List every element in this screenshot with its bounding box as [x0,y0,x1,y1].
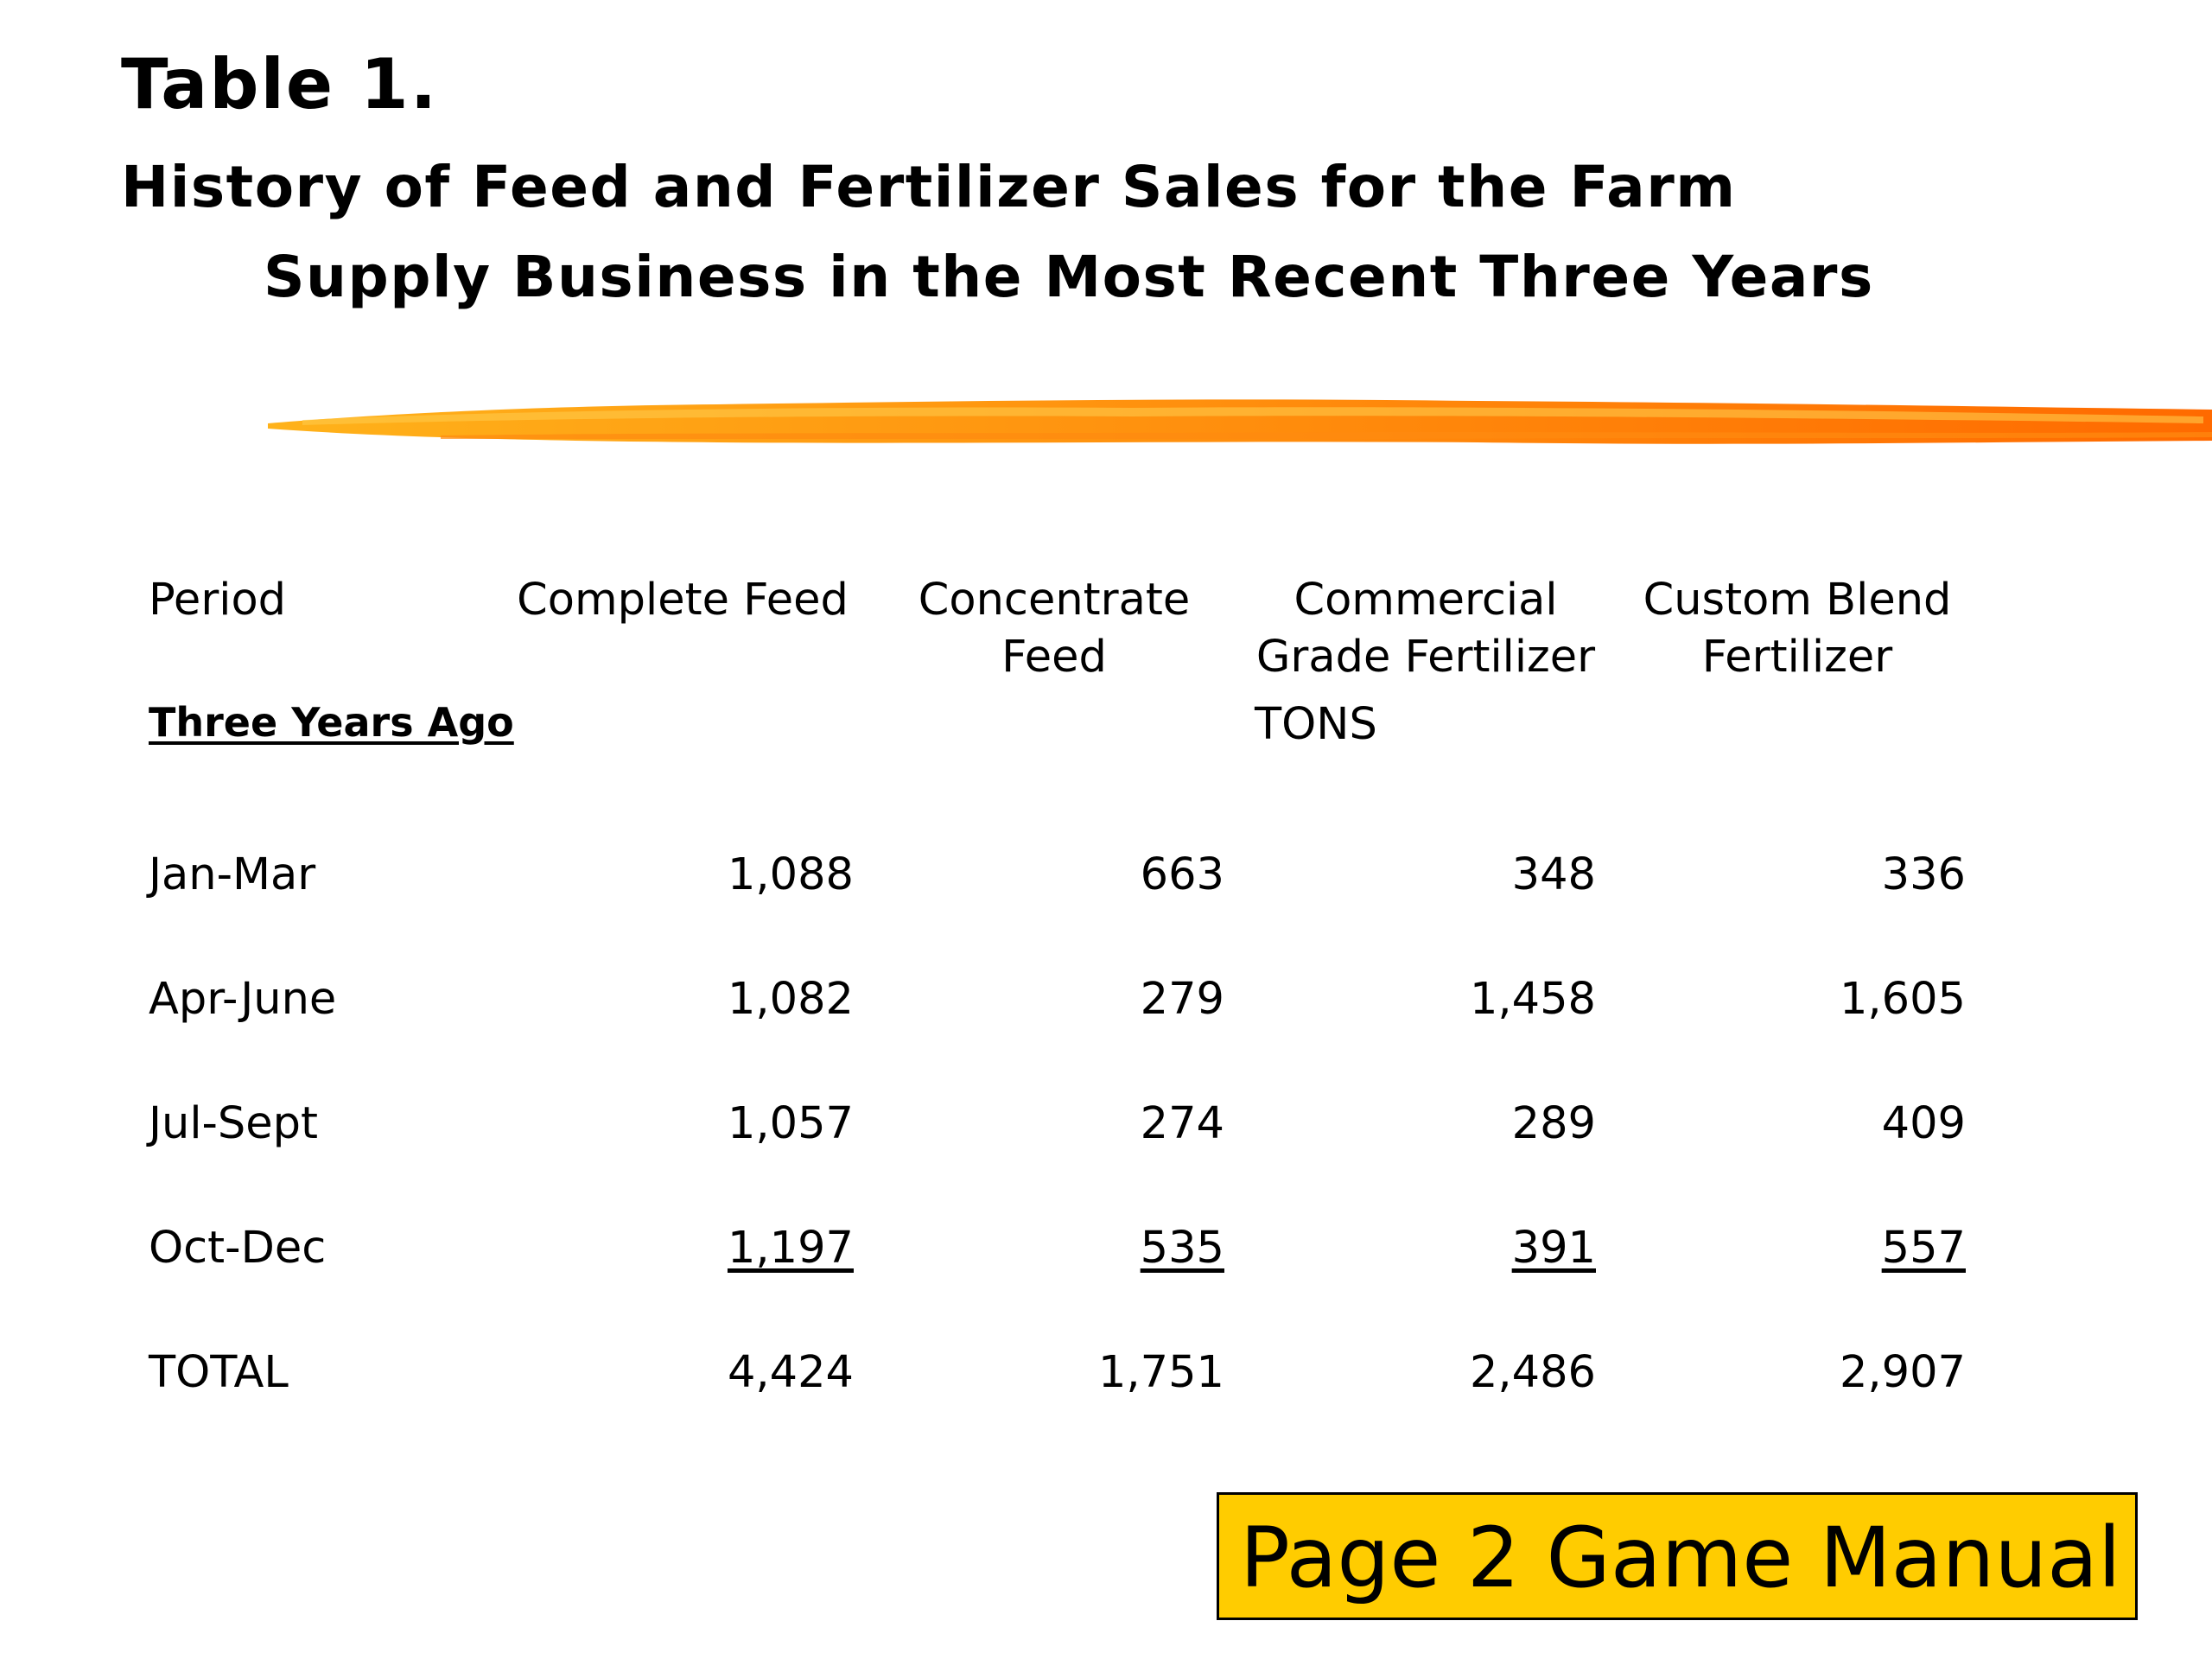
cell-custom-blend-fertilizer: 1,605 [1839,974,1966,1025]
total-complete-feed: 4,424 [727,1347,854,1398]
footer-page-reference-box: Page 2 Game Manual [1217,1492,2138,1620]
cell-concentrate-feed: 535 [1140,1223,1224,1274]
table-total-row: TOTAL 4,424 1,751 2,486 2,907 [0,1344,2212,1414]
table-row: Jul-Sept 1,057 274 289 409 [0,1096,2212,1165]
orange-brush-stroke-decoration [268,399,2212,444]
cell-custom-blend-fertilizer: 557 [1881,1223,1966,1274]
row-period: Jul-Sept [149,1098,319,1149]
cell-commercial-grade-fertilizer: 348 [1511,849,1596,900]
header-concentrate-feed-line-2: Feed [1001,632,1107,683]
total-commercial-grade-fertilizer: 2,486 [1469,1347,1596,1398]
row-period: Apr-June [149,974,337,1025]
cell-commercial-grade-fertilizer: 391 [1511,1223,1596,1274]
section-label-three-years-ago: Three Years Ago [149,699,514,746]
table-row: Oct-Dec 1,197 535 391 557 [0,1220,2212,1289]
cell-custom-blend-fertilizer: 409 [1881,1098,1966,1149]
table-row: Jan-Mar 1,088 663 348 336 [0,847,2212,916]
total-concentrate-feed: 1,751 [1097,1347,1224,1398]
header-commercial-grade-fertilizer: Commercial Grade Fertilizer [1244,572,1607,686]
total-label: TOTAL [149,1347,289,1398]
header-complete-feed: Complete Feed [517,575,849,626]
header-period: Period [149,575,287,626]
cell-complete-feed: 1,197 [727,1223,854,1274]
cell-commercial-grade-fertilizer: 1,458 [1469,974,1596,1025]
cell-complete-feed: 1,088 [727,849,854,900]
cell-custom-blend-fertilizer: 336 [1881,849,1966,900]
units-label: TONS [1255,699,1377,750]
header-commercial-grade-fertilizer-line-2: Grade Fertilizer [1255,632,1596,683]
row-period: Jan-Mar [149,849,316,900]
header-custom-blend-fertilizer-line-1: Custom Blend [1643,575,1952,626]
header-concentrate-feed-line-1: Concentrate [918,575,1191,626]
total-custom-blend-fertilizer: 2,907 [1839,1347,1966,1398]
cell-concentrate-feed: 274 [1140,1098,1224,1149]
cell-complete-feed: 1,082 [727,974,854,1025]
cell-complete-feed: 1,057 [727,1098,854,1149]
cell-concentrate-feed: 279 [1140,974,1224,1025]
table-row: Apr-June 1,082 279 1,458 1,605 [0,971,2212,1040]
footer-page-reference-label: Page 2 Game Manual [1240,1510,2121,1606]
table-number-title: Table 1. [121,44,439,124]
header-custom-blend-fertilizer-line-2: Fertilizer [1701,632,1893,683]
cell-commercial-grade-fertilizer: 289 [1511,1098,1596,1149]
table-title-line-2: Supply Business in the Most Recent Three… [264,244,1874,310]
header-commercial-grade-fertilizer-line-1: Commercial [1294,575,1558,626]
table-title-line-1: History of Feed and Fertilizer Sales for… [121,154,1737,220]
header-custom-blend-fertilizer: Custom Blend Fertilizer [1624,572,1970,686]
cell-concentrate-feed: 663 [1140,849,1224,900]
row-period: Oct-Dec [149,1223,327,1274]
header-concentrate-feed: Concentrate Feed [916,572,1192,686]
